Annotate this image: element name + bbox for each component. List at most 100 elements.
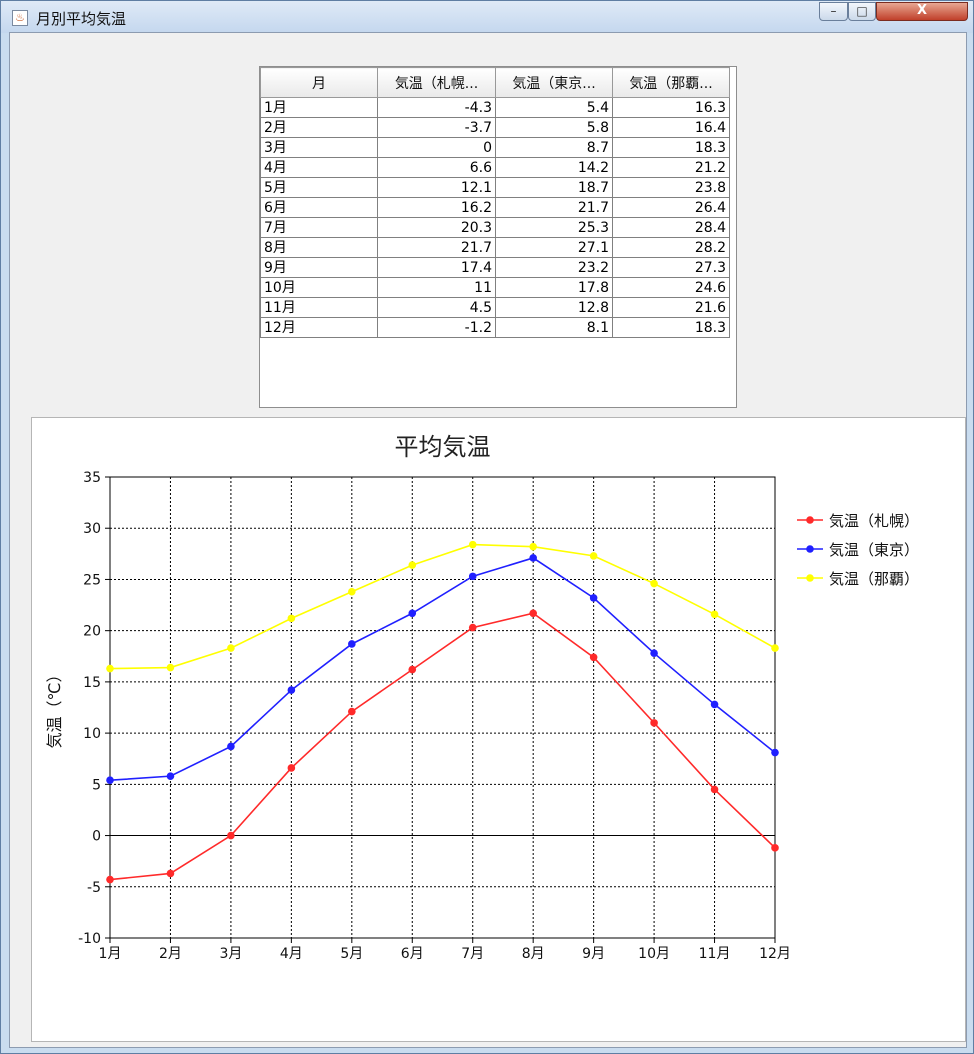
table-cell-month[interactable]: 5月 [260,177,378,198]
table-row[interactable]: 5月 12.1 18.7 23.8 [260,177,730,198]
x-tick-label: 10月 [638,946,670,962]
table-row[interactable]: 4月 6.6 14.2 21.2 [260,157,730,178]
table-cell-month[interactable]: 10月 [260,277,378,298]
y-tick-label: 20 [83,624,101,640]
minimize-button[interactable]: – [819,2,848,21]
data-point [650,649,658,658]
y-tick-label: 10 [83,726,101,742]
table-row[interactable]: 3月 0 8.7 18.3 [260,137,730,158]
temperature-table[interactable]: 月 気温（札幌... 気温（東京... 気温（那覇... 1月 -4.3 5.4 16… [260,67,730,338]
title-bar[interactable]: ♨ 月別平均気温 – □ X [1,1,973,33]
y-axis-label: 気温（℃） [45,667,64,749]
table-cell-tokyo[interactable]: 27.1 [495,237,613,258]
table-cell-tokyo[interactable]: 8.1 [495,317,613,338]
data-point [106,875,114,884]
table-cell-sapporo[interactable]: 21.7 [377,237,496,258]
x-tick-label: 1月 [99,946,122,962]
table-row[interactable]: 7月 20.3 25.3 28.4 [260,217,730,238]
y-tick-label: 5 [92,777,101,793]
x-tick-label: 6月 [401,946,424,962]
data-point [771,748,779,757]
table-cell-naha[interactable]: 28.2 [612,237,730,258]
table-cell-naha[interactable]: 21.2 [612,157,730,178]
table-cell-tokyo[interactable]: 5.4 [495,97,613,118]
column-header-tokyo[interactable]: 気温（東京... [495,67,613,98]
table-row[interactable]: 10月 11 17.8 24.6 [260,277,730,298]
table-cell-sapporo[interactable]: 0 [377,137,496,158]
y-tick-label: 0 [92,829,101,845]
table-cell-tokyo[interactable]: 5.8 [495,117,613,138]
table-cell-month[interactable]: 8月 [260,237,378,258]
table-cell-tokyo[interactable]: 18.7 [495,177,613,198]
table-cell-naha[interactable]: 28.4 [612,217,730,238]
table-cell-naha[interactable]: 24.6 [612,277,730,298]
table-cell-tokyo[interactable]: 12.8 [495,297,613,318]
table-cell-sapporo[interactable]: -3.7 [377,117,496,138]
table-cell-naha[interactable]: 26.4 [612,197,730,218]
table-cell-naha[interactable]: 23.8 [612,177,730,198]
series-line [109,543,776,670]
table-cell-sapporo[interactable]: -4.3 [377,97,496,118]
table-cell-naha[interactable]: 21.6 [612,297,730,318]
y-tick-label: 25 [83,572,101,588]
table-cell-sapporo[interactable]: 6.6 [377,157,496,178]
table-cell-sapporo[interactable]: 20.3 [377,217,496,238]
table-cell-naha[interactable]: 18.3 [612,317,730,338]
table-cell-month[interactable]: 7月 [260,217,378,238]
table-cell-tokyo[interactable]: 14.2 [495,157,613,178]
table-cell-month[interactable]: 9月 [260,257,378,278]
table-cell-tokyo[interactable]: 21.7 [495,197,613,218]
data-point [589,594,598,602]
close-button[interactable]: X [876,2,968,21]
table-cell-sapporo[interactable]: 4.5 [377,297,496,318]
table-cell-month[interactable]: 11月 [260,297,378,318]
x-tick-label: 9月 [582,946,605,962]
table-cell-sapporo[interactable]: -1.2 [377,317,496,338]
line-chart: 平均気温 -10 -5 0 5 10 15 20 25 30 35 1月 2月 3月 4月 5月 6月 7月 8月 9… [45,433,919,962]
table-cell-tokyo[interactable]: 25.3 [495,217,613,238]
table-cell-month[interactable]: 2月 [260,117,378,138]
chart-panel: 平均気温 -10 -5 0 5 10 15 20 25 30 35 1月 2月 3月 4月 5月 6月 7月 8月 9… [31,417,966,1042]
x-tick-label: 2月 [159,946,182,962]
table-row[interactable]: 11月 4.5 12.8 21.6 [260,297,730,318]
x-tick-label: 8月 [522,946,545,962]
data-point [650,719,658,727]
column-header-naha[interactable]: 気温（那覇... [612,67,730,98]
table-cell-sapporo[interactable]: 16.2 [377,197,496,218]
table-row[interactable]: 9月 17.4 23.2 27.3 [260,257,730,278]
table-cell-month[interactable]: 6月 [260,197,378,218]
table-cell-naha[interactable]: 18.3 [612,137,730,158]
table-cell-month[interactable]: 3月 [260,137,378,158]
table-cell-naha[interactable]: 16.4 [612,117,730,138]
table-row[interactable]: 12月 -1.2 8.1 18.3 [260,317,730,338]
table-cell-naha[interactable]: 16.3 [612,97,730,118]
series-group [106,540,779,884]
data-point [710,610,719,619]
legend-marker [806,545,814,553]
table-cell-sapporo[interactable]: 11 [377,277,496,298]
table-row[interactable]: 8月 21.7 27.1 28.2 [260,237,730,258]
table-row[interactable]: 2月 -3.7 5.8 16.4 [260,117,730,138]
column-header-month[interactable]: 月 [260,67,378,98]
table-cell-sapporo[interactable]: 17.4 [377,257,496,278]
data-point [771,844,779,852]
table-cell-month[interactable]: 1月 [260,97,378,118]
table-cell-naha[interactable]: 27.3 [612,257,730,278]
maximize-button[interactable]: □ [848,2,876,21]
table-cell-month[interactable]: 4月 [260,157,378,178]
data-point [468,540,477,549]
data-point [348,640,356,648]
y-tick-label: -10 [78,931,101,947]
table-cell-month[interactable]: 12月 [260,317,378,338]
table-row[interactable]: 1月 -4.3 5.4 16.3 [260,97,730,118]
table-row[interactable]: 6月 16.2 21.7 26.4 [260,197,730,218]
data-point [468,572,477,581]
table-cell-tokyo[interactable]: 23.2 [495,257,613,278]
table-cell-sapporo[interactable]: 12.1 [377,177,496,198]
column-header-sapporo[interactable]: 気温（札幌... [377,67,496,98]
table-cell-tokyo[interactable]: 8.7 [495,137,613,158]
data-point [408,561,417,569]
chart-title: 平均気温 [395,433,491,461]
table-cell-tokyo[interactable]: 17.8 [495,277,613,298]
